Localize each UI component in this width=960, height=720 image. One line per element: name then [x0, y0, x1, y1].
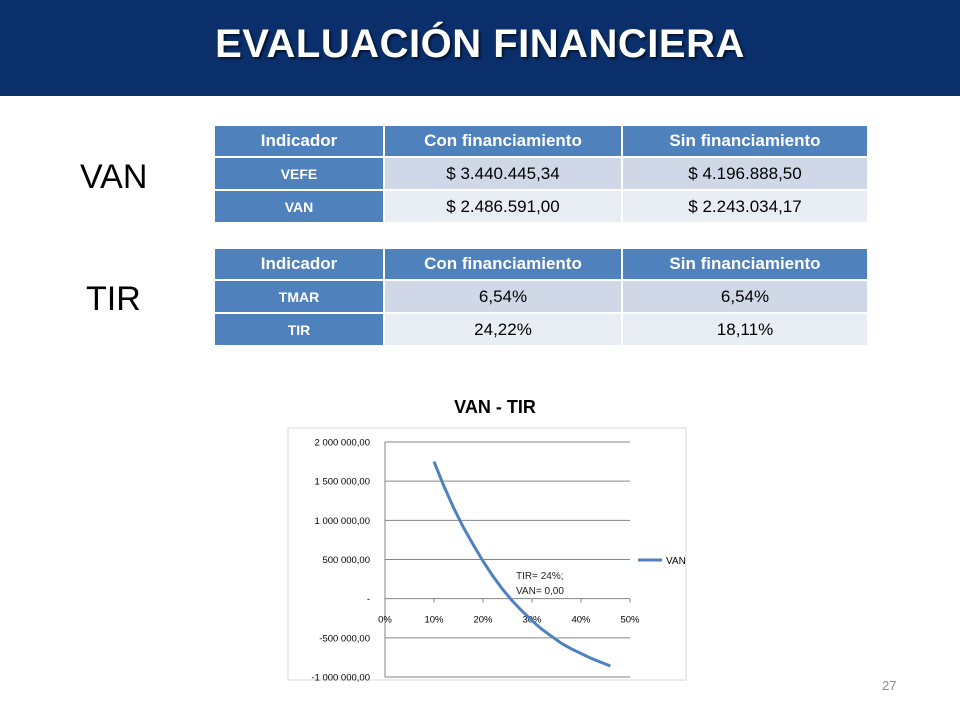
tir-table: Indicador Con financiamiento Sin financi… — [215, 249, 869, 345]
annotation-line: TIR= 24%; — [516, 571, 564, 582]
row-label: TMAR — [215, 279, 385, 313]
table-cell: $ 2.486.591,00 — [384, 189, 623, 222]
page-title: EVALUACIÓN FINANCIERA — [215, 22, 745, 66]
y-tick-label: - — [367, 594, 370, 605]
table-header: Indicador — [215, 249, 385, 280]
table-cell: 24,22% — [384, 312, 623, 345]
table-header: Indicador — [215, 126, 385, 157]
title-bar — [0, 0, 960, 96]
table-row: TMAR 6,54% 6,54% — [215, 279, 869, 313]
table-header: Sin financiamiento — [622, 126, 869, 157]
series-line-van — [432, 461, 611, 668]
row-label: TIR — [215, 312, 385, 345]
van-section-label: VAN — [80, 158, 148, 196]
table-row: VEFE $ 3.440.445,34 $ 4.196.888,50 — [215, 156, 869, 190]
row-label: VAN — [215, 189, 385, 222]
y-tick-label: 2 000 000,00 — [315, 438, 370, 449]
table-cell: $ 2.243.034,17 — [622, 189, 869, 222]
tir-section-label: TIR — [86, 280, 141, 318]
chart-area-border — [287, 427, 687, 681]
legend-label: VAN — [666, 556, 686, 567]
table-header: Sin financiamiento — [622, 249, 869, 280]
table-row: VAN $ 2.486.591,00 $ 2.243.034,17 — [215, 189, 869, 222]
row-label: VEFE — [215, 156, 385, 190]
x-tick-label: 50% — [620, 615, 640, 626]
table-cell: 6,54% — [384, 279, 623, 313]
chart-title: VAN - TIR — [454, 397, 536, 417]
x-tick-label: 20% — [473, 615, 493, 626]
y-tick-label: -500 000,00 — [319, 633, 370, 644]
table-cell: 6,54% — [622, 279, 869, 313]
y-tick-label: 1 500 000,00 — [315, 477, 370, 488]
x-tick-label: 40% — [571, 615, 591, 626]
x-tick-label: 0% — [378, 615, 392, 626]
table-cell: $ 3.440.445,34 — [384, 156, 623, 190]
table-header: Con financiamiento — [384, 126, 623, 157]
table-row: TIR 24,22% 18,11% — [215, 312, 869, 345]
page-number: 27 — [882, 678, 897, 693]
x-tick-label: 10% — [424, 615, 444, 626]
y-tick-label: -1 000 000,00 — [311, 673, 370, 684]
table-cell: $ 4.196.888,50 — [622, 156, 869, 190]
y-tick-label: 500 000,00 — [322, 555, 370, 566]
van-table: Indicador Con financiamiento Sin financi… — [215, 126, 869, 222]
y-tick-label: 1 000 000,00 — [315, 516, 370, 527]
annotation-line: VAN= 0,00 — [516, 586, 564, 597]
table-cell: 18,11% — [622, 312, 869, 345]
table-header: Con financiamiento — [384, 249, 623, 280]
